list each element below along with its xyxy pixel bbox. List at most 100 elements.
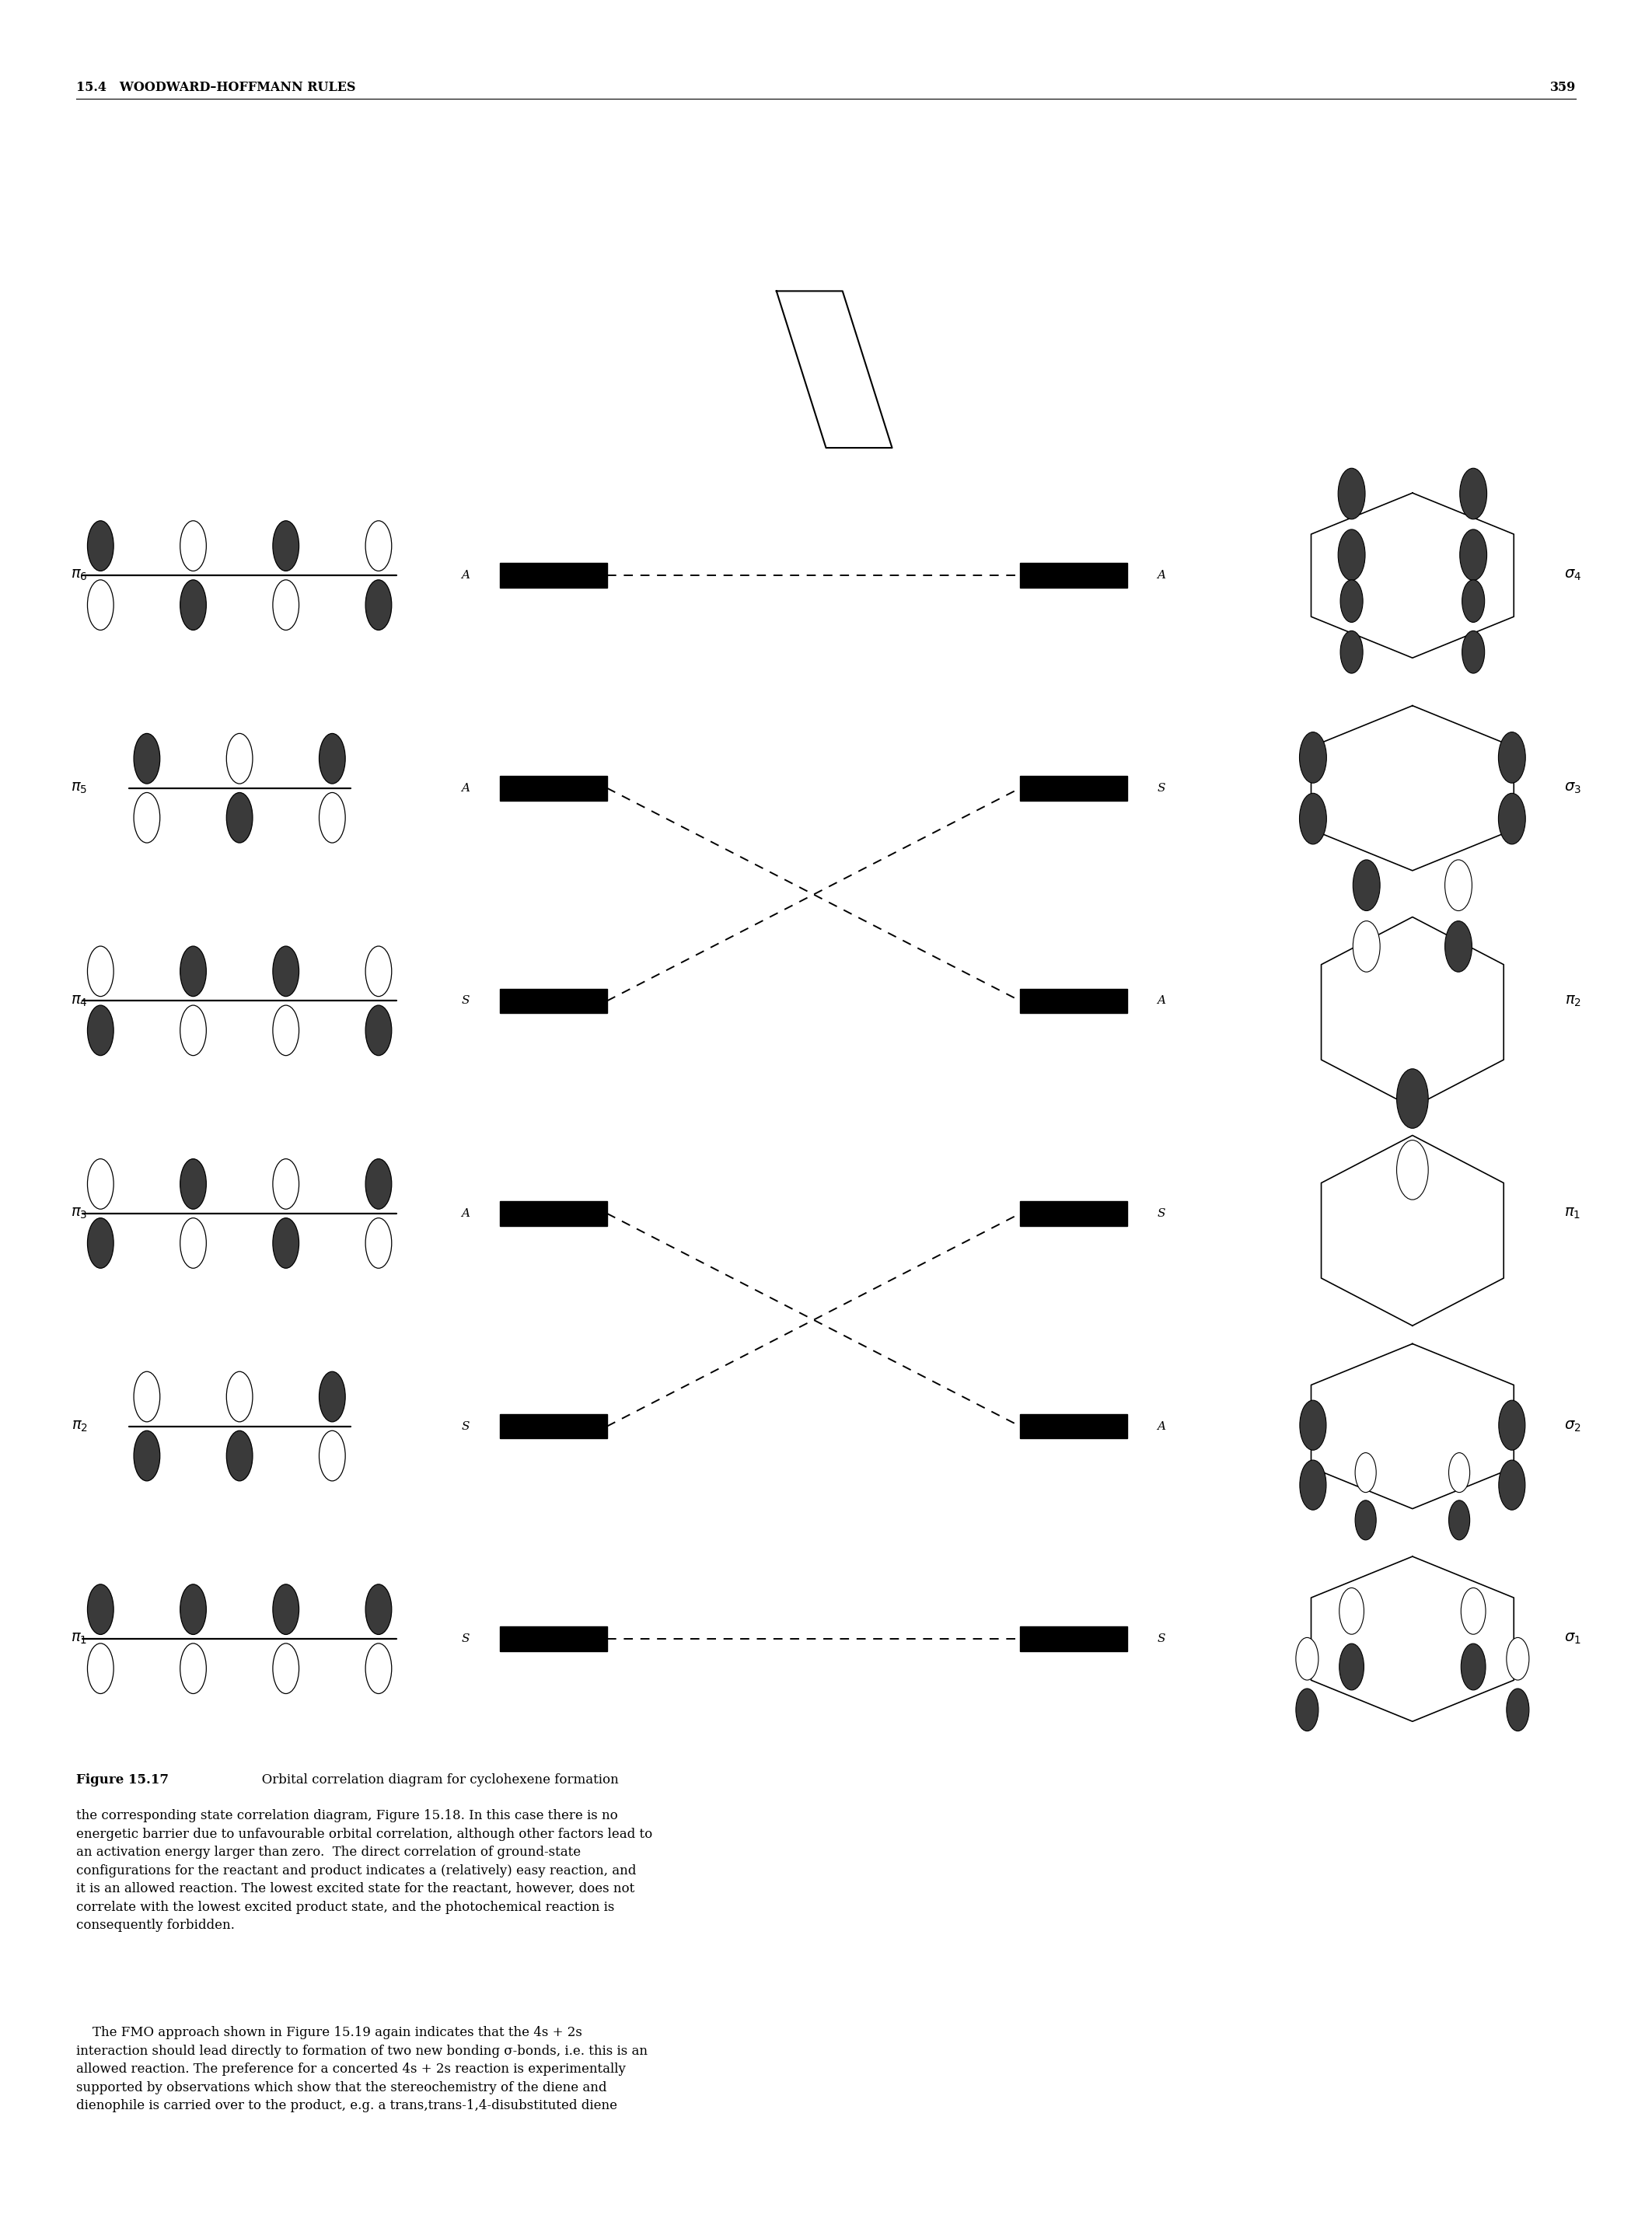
Text: $\pi_3$: $\pi_3$ xyxy=(71,1207,88,1220)
Ellipse shape xyxy=(1449,1500,1470,1540)
Ellipse shape xyxy=(226,1431,253,1480)
Text: 359: 359 xyxy=(1550,81,1576,94)
Ellipse shape xyxy=(1340,1643,1365,1690)
Ellipse shape xyxy=(365,947,392,996)
Ellipse shape xyxy=(1460,468,1487,519)
Ellipse shape xyxy=(1498,732,1525,784)
Ellipse shape xyxy=(1353,920,1379,972)
Bar xyxy=(1021,775,1127,799)
Text: $\pi_1$: $\pi_1$ xyxy=(71,1632,88,1646)
Ellipse shape xyxy=(180,580,206,629)
Text: $\pi_4$: $\pi_4$ xyxy=(71,994,88,1008)
Ellipse shape xyxy=(180,1005,206,1055)
Ellipse shape xyxy=(1340,631,1363,674)
Ellipse shape xyxy=(88,1160,114,1209)
Ellipse shape xyxy=(1507,1637,1530,1679)
Ellipse shape xyxy=(180,1585,206,1634)
Bar xyxy=(1021,564,1127,587)
Ellipse shape xyxy=(273,1218,299,1267)
Bar xyxy=(499,1626,608,1652)
Bar xyxy=(1021,1200,1127,1227)
Ellipse shape xyxy=(365,522,392,571)
Ellipse shape xyxy=(319,793,345,842)
Ellipse shape xyxy=(273,947,299,996)
Text: The FMO approach shown in Figure 15.19 again indicates that the 4s + 2s
interact: The FMO approach shown in Figure 15.19 a… xyxy=(76,2026,648,2114)
Text: $\pi_5$: $\pi_5$ xyxy=(71,781,88,795)
Ellipse shape xyxy=(180,1160,206,1209)
Text: A: A xyxy=(1156,996,1166,1005)
Ellipse shape xyxy=(1498,1399,1525,1451)
Bar xyxy=(1021,1626,1127,1652)
Ellipse shape xyxy=(88,1585,114,1634)
Ellipse shape xyxy=(273,1160,299,1209)
Ellipse shape xyxy=(319,734,345,784)
Ellipse shape xyxy=(1462,580,1485,622)
Text: A: A xyxy=(461,1209,471,1218)
Ellipse shape xyxy=(88,947,114,996)
Text: S: S xyxy=(1156,1634,1165,1643)
Bar xyxy=(499,775,608,799)
Bar xyxy=(499,987,608,1012)
Ellipse shape xyxy=(1295,1637,1318,1679)
Ellipse shape xyxy=(1338,468,1365,519)
Text: A: A xyxy=(461,784,471,793)
Text: $\sigma_3$: $\sigma_3$ xyxy=(1564,781,1581,795)
Ellipse shape xyxy=(1460,528,1487,580)
Ellipse shape xyxy=(1338,528,1365,580)
Text: Orbital correlation diagram for cyclohexene formation: Orbital correlation diagram for cyclohex… xyxy=(249,1773,618,1787)
Ellipse shape xyxy=(88,522,114,571)
Text: S: S xyxy=(1156,784,1165,793)
Text: S: S xyxy=(463,996,471,1005)
Ellipse shape xyxy=(226,793,253,842)
Bar xyxy=(499,564,608,587)
Text: $\pi_1$: $\pi_1$ xyxy=(1564,1207,1581,1220)
Ellipse shape xyxy=(88,1005,114,1055)
Ellipse shape xyxy=(365,1160,392,1209)
Text: 15.4   WOODWARD–HOFFMANN RULES: 15.4 WOODWARD–HOFFMANN RULES xyxy=(76,81,355,94)
Ellipse shape xyxy=(1498,793,1525,844)
Text: the corresponding state correlation diagram, Figure 15.18. In this case there is: the corresponding state correlation diag… xyxy=(76,1809,653,1932)
Bar xyxy=(1021,1415,1127,1440)
Ellipse shape xyxy=(1340,1587,1365,1634)
Text: $\pi_2$: $\pi_2$ xyxy=(71,1420,88,1433)
Ellipse shape xyxy=(273,1643,299,1693)
Ellipse shape xyxy=(134,793,160,842)
Ellipse shape xyxy=(1507,1688,1530,1731)
Ellipse shape xyxy=(1355,1453,1376,1493)
Ellipse shape xyxy=(1396,1068,1429,1128)
Ellipse shape xyxy=(180,947,206,996)
Ellipse shape xyxy=(88,580,114,629)
Ellipse shape xyxy=(226,734,253,784)
Text: S: S xyxy=(1156,1209,1165,1218)
Text: S: S xyxy=(463,1422,471,1431)
Ellipse shape xyxy=(134,1431,160,1480)
Ellipse shape xyxy=(1446,920,1472,972)
Ellipse shape xyxy=(365,1218,392,1267)
Text: S: S xyxy=(463,1634,471,1643)
Text: $\pi_6$: $\pi_6$ xyxy=(71,569,88,582)
Ellipse shape xyxy=(1340,580,1363,622)
Text: Figure 15.17: Figure 15.17 xyxy=(76,1773,169,1787)
Bar xyxy=(499,1415,608,1440)
Ellipse shape xyxy=(273,1005,299,1055)
Ellipse shape xyxy=(365,1005,392,1055)
Ellipse shape xyxy=(1449,1453,1470,1493)
Bar xyxy=(499,1200,608,1227)
Ellipse shape xyxy=(365,580,392,629)
Ellipse shape xyxy=(1460,1643,1485,1690)
Ellipse shape xyxy=(1300,793,1327,844)
Ellipse shape xyxy=(365,1585,392,1634)
Ellipse shape xyxy=(1498,1460,1525,1509)
Text: $\sigma_2$: $\sigma_2$ xyxy=(1564,1420,1581,1433)
Ellipse shape xyxy=(1446,860,1472,911)
Ellipse shape xyxy=(1353,860,1379,911)
Ellipse shape xyxy=(1396,1140,1429,1200)
Ellipse shape xyxy=(180,1218,206,1267)
Text: A: A xyxy=(1156,571,1166,580)
Text: A: A xyxy=(461,571,471,580)
Bar xyxy=(1021,987,1127,1012)
Ellipse shape xyxy=(273,1585,299,1634)
Ellipse shape xyxy=(1300,1460,1327,1509)
Ellipse shape xyxy=(273,580,299,629)
Ellipse shape xyxy=(1460,1587,1485,1634)
